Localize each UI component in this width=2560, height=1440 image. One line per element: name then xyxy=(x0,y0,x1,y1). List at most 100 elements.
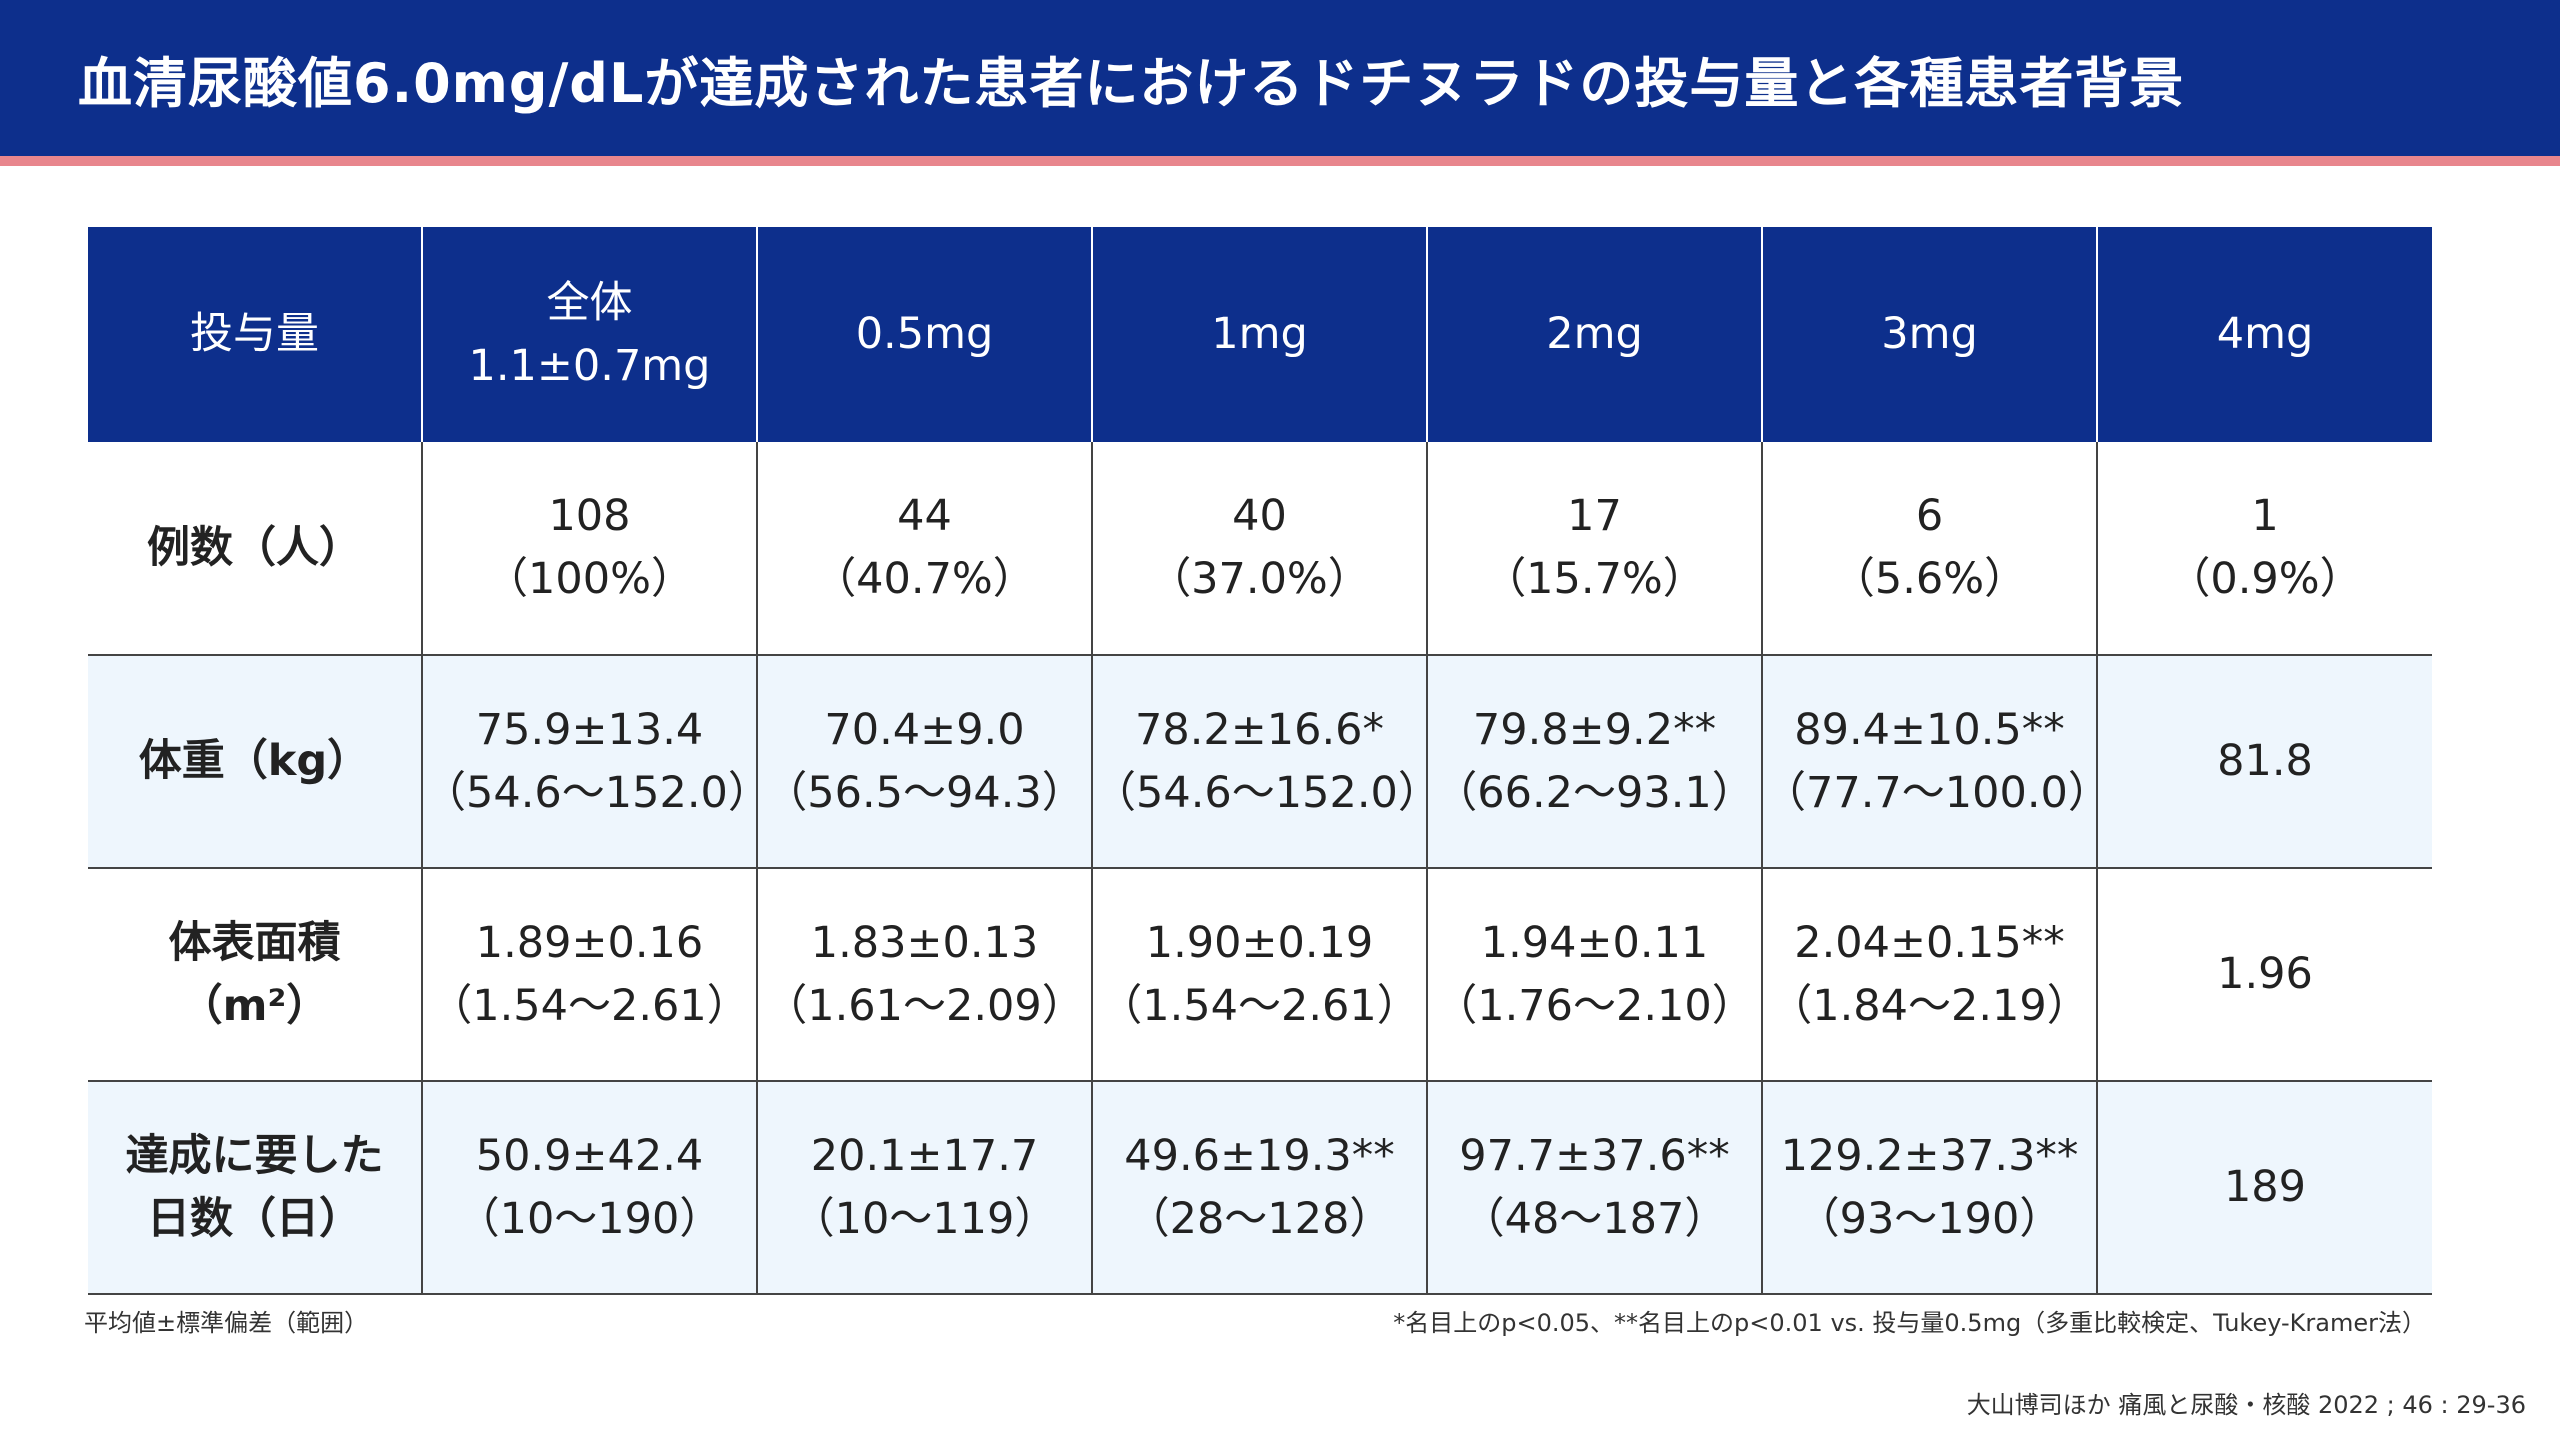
header-text: 投与量 xyxy=(190,309,319,359)
cell-subvalue: （66.2〜93.1） xyxy=(1434,767,1755,818)
table-cell: 81.8 xyxy=(2096,655,2432,869)
cell-value: 89.4±10.5** xyxy=(1794,704,2065,755)
title-accent-rule xyxy=(0,156,2560,166)
table-cell: 129.2±37.3** （93〜190） xyxy=(1761,1081,2097,1295)
table-cell: 40 （37.0%） xyxy=(1091,442,1427,656)
cell-subvalue: （1.54〜2.61） xyxy=(429,980,750,1031)
footnote-stats-legend: 平均値±標準偏差（範囲） xyxy=(84,1309,369,1337)
cell-value: 2.04±0.15** xyxy=(1794,917,2065,968)
cell-value: 1 xyxy=(2251,491,2279,541)
table-cell: 1 （0.9%） xyxy=(2096,442,2432,656)
cell-value: 1.94±0.11 xyxy=(1480,917,1709,968)
cell-subvalue: （5.6%） xyxy=(1831,554,2028,604)
header-cell-1mg: 1mg xyxy=(1091,227,1427,442)
table-cell: 6 （5.6%） xyxy=(1761,442,2097,656)
cell-subvalue: （93〜190） xyxy=(1796,1193,2063,1244)
table-cell: 20.1±17.7 （10〜119） xyxy=(756,1081,1092,1295)
header-cell-0.5mg: 0.5mg xyxy=(756,227,1092,442)
header-cell-4mg: 4mg xyxy=(2096,227,2432,442)
row-label-text-2: 日数（日） xyxy=(147,1193,362,1244)
cell-value: 17 xyxy=(1567,491,1622,541)
table-cell: 1.83±0.13 （1.61〜2.09） xyxy=(756,868,1092,1082)
header-cell-overall: 全体 1.1±0.7mg xyxy=(421,227,757,442)
row-label-bsa: 体表面積 （m²） xyxy=(88,868,422,1082)
header-text: 3mg xyxy=(1881,309,1978,359)
cell-value: 44 xyxy=(897,491,952,541)
cell-value: 78.2±16.6* xyxy=(1134,704,1384,755)
header-cell-dose: 投与量 xyxy=(88,227,422,442)
table-cell: 79.8±9.2** （66.2〜93.1） xyxy=(1426,655,1762,869)
cell-subvalue: （1.76〜2.10） xyxy=(1434,980,1755,1031)
row-label-text: 体表面積 xyxy=(168,917,341,968)
table-row-bsa: 体表面積 （m²） 1.89±0.16 （1.54〜2.61） 1.83±0.13… xyxy=(88,868,2432,1082)
cell-subvalue: （56.5〜94.3） xyxy=(764,767,1085,818)
table-cell: 1.94±0.11 （1.76〜2.10） xyxy=(1426,868,1762,1082)
cell-subvalue: （10〜190） xyxy=(456,1193,723,1244)
citation: 大山博司ほか 痛風と尿酸・核酸 2022 ; 46 : 29-36 xyxy=(1966,1391,2526,1419)
header-text: 全体 xyxy=(546,277,633,328)
cell-subvalue: （77.7〜100.0） xyxy=(1763,767,2111,818)
table-cell: 1.90±0.19 （1.54〜2.61） xyxy=(1091,868,1427,1082)
cell-value: 1.89±0.16 xyxy=(475,917,704,968)
cell-value: 81.8 xyxy=(2217,736,2313,786)
cell-subvalue: （10〜119） xyxy=(791,1193,1058,1244)
table-cell: 89.4±10.5** （77.7〜100.0） xyxy=(1761,655,2111,869)
dose-background-table: 投与量 全体 1.1±0.7mg 0.5mg 1mg 2mg 3mg 4mg xyxy=(88,227,2432,1295)
table-header-row: 投与量 全体 1.1±0.7mg 0.5mg 1mg 2mg 3mg 4mg xyxy=(88,227,2432,442)
cell-subvalue: （28〜128） xyxy=(1126,1193,1393,1244)
header-text: 1mg xyxy=(1211,309,1308,359)
table-cell: 70.4±9.0 （56.5〜94.3） xyxy=(756,655,1092,869)
cell-value: 97.7±37.6** xyxy=(1459,1130,1730,1181)
cell-value: 20.1±17.7 xyxy=(810,1130,1039,1181)
table-cell: 44 （40.7%） xyxy=(756,442,1092,656)
cell-value: 108 xyxy=(548,491,631,541)
cell-subvalue: （0.9%） xyxy=(2167,554,2363,604)
table-row-days: 達成に要した 日数（日） 50.9±42.4 （10〜190） 20.1±17.7… xyxy=(88,1081,2432,1295)
cell-subvalue: （48〜187） xyxy=(1461,1193,1728,1244)
table-cell: 49.6±19.3** （28〜128） xyxy=(1091,1081,1427,1295)
table-cell: 50.9±42.4 （10〜190） xyxy=(421,1081,757,1295)
row-label-unit: （m²） xyxy=(179,980,330,1031)
cell-value: 129.2±37.3** xyxy=(1780,1130,2079,1181)
table-cell: 17 （15.7%） xyxy=(1426,442,1762,656)
table-row-weight: 体重（kg） 75.9±13.4 （54.6〜152.0） 70.4±9.0 （56… xyxy=(88,655,2432,869)
table-cell: 189 xyxy=(2096,1081,2432,1295)
cell-subvalue: （100%） xyxy=(485,554,694,604)
cell-value: 50.9±42.4 xyxy=(475,1130,704,1181)
table-cell: 97.7±37.6** （48〜187） xyxy=(1426,1081,1762,1295)
table-cell: 78.2±16.6* （54.6〜152.0） xyxy=(1091,655,1441,869)
cell-subvalue: （1.84〜2.19） xyxy=(1769,980,2090,1031)
header-cell-3mg: 3mg xyxy=(1761,227,2097,442)
cell-value: 49.6±19.3** xyxy=(1124,1130,1395,1181)
cell-value: 70.4±9.0 xyxy=(824,704,1025,755)
cell-subvalue: （54.6〜152.0） xyxy=(1093,767,1441,818)
cell-value: 1.96 xyxy=(2217,949,2313,999)
row-label-weight: 体重（kg） xyxy=(88,655,422,869)
row-label-text: 体重（kg） xyxy=(138,736,371,786)
cell-subvalue: （15.7%） xyxy=(1483,554,1706,604)
cell-value: 1.83±0.13 xyxy=(810,917,1039,968)
table-cell: 1.89±0.16 （1.54〜2.61） xyxy=(421,868,757,1082)
row-label-text: 例数（人） xyxy=(147,522,362,573)
page-title: 血清尿酸値6.0mg/dLが達成された患者におけるドチヌラドの投与量と各種患者背… xyxy=(78,51,2185,115)
row-label-count: 例数（人） xyxy=(88,442,422,656)
cell-subvalue: （1.54〜2.61） xyxy=(1099,980,1420,1031)
row-label-days: 達成に要した 日数（日） xyxy=(88,1081,422,1295)
cell-value: 189 xyxy=(2223,1162,2307,1212)
title-bar: 血清尿酸値6.0mg/dLが達成された患者におけるドチヌラドの投与量と各種患者背… xyxy=(0,0,2560,156)
header-text: 0.5mg xyxy=(855,309,994,359)
cell-subvalue: （54.6〜152.0） xyxy=(423,767,771,818)
cell-subvalue: （1.61〜2.09） xyxy=(764,980,1085,1031)
cell-subvalue: （40.7%） xyxy=(813,554,1036,604)
footnote-significance: *名目上のp<0.05、**名目上のp<0.01 vs. 投与量0.5mg（多重… xyxy=(1393,1309,2426,1337)
cell-subvalue: （37.0%） xyxy=(1148,554,1371,604)
table-row-count: 例数（人） 108 （100%） 44 （40.7%） 40 （37.0%） 17 （1… xyxy=(88,442,2432,656)
header-text: 2mg xyxy=(1546,309,1643,359)
table-cell: 108 （100%） xyxy=(421,442,757,656)
header-subtext: 1.1±0.7mg xyxy=(468,340,711,391)
table-cell: 1.96 xyxy=(2096,868,2432,1082)
header-text: 4mg xyxy=(2216,309,2314,359)
cell-value: 6 xyxy=(1915,491,1944,541)
table-cell: 75.9±13.4 （54.6〜152.0） xyxy=(421,655,771,869)
row-label-text: 達成に要した xyxy=(125,1130,384,1181)
